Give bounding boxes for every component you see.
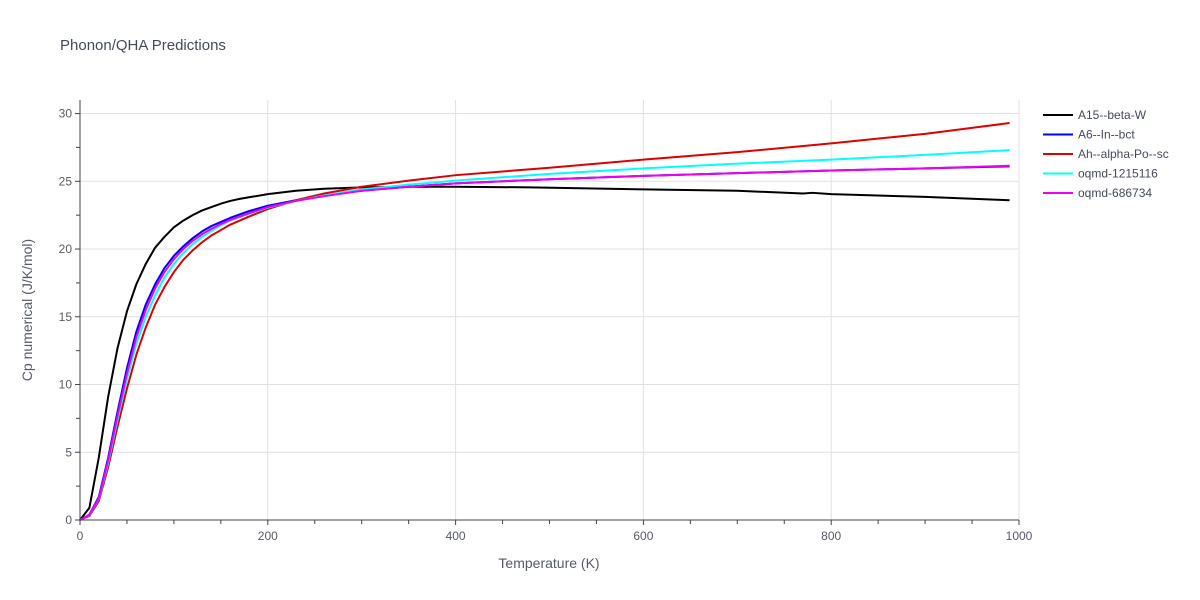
y-tick-label: 30 [59, 107, 73, 121]
x-tick-label: 200 [258, 529, 278, 543]
legend[interactable]: A15--beta-W A6--In--bct Ah--alpha-Po--sc oq… [1043, 108, 1169, 200]
legend-item[interactable]: oqmd-686734 [1043, 186, 1152, 200]
x-tick-label: 0 [77, 529, 84, 543]
legend-label: oqmd-686734 [1078, 186, 1152, 200]
x-axis-title: Temperature (K) [498, 555, 599, 571]
legend-item[interactable]: oqmd-1215116 [1043, 167, 1158, 181]
x-tick-label: 800 [821, 529, 841, 543]
axes: 0 200 400 600 800 1000 0 5 10 15 20 25 30 [59, 100, 1033, 543]
series-line-Ah--alpha-Po--sc[interactable] [79, 122, 1010, 521]
series-line-oqmd-686734[interactable] [79, 164, 1010, 521]
grid [80, 100, 1020, 520]
legend-label: A15--beta-W [1078, 108, 1147, 122]
x-tick-label: 1000 [1006, 529, 1033, 543]
legend-item[interactable]: A6--In--bct [1043, 128, 1135, 142]
y-tick-label: 20 [59, 242, 73, 256]
legend-label: Ah--alpha-Po--sc [1078, 147, 1169, 161]
y-tick-label: 0 [65, 513, 72, 527]
y-tick-label: 10 [59, 378, 73, 392]
legend-item[interactable]: A15--beta-W [1043, 108, 1147, 122]
y-tick-label: 25 [59, 174, 73, 188]
chart-title: Phonon/QHA Predictions [60, 37, 226, 54]
series-line-A15--beta-W[interactable] [79, 185, 1010, 521]
series-line-A6--In--bct[interactable] [79, 165, 1010, 521]
series-line-oqmd-1215116[interactable] [79, 149, 1010, 521]
x-tick-label: 600 [633, 529, 653, 543]
plot-area[interactable] [79, 122, 1010, 521]
legend-label: oqmd-1215116 [1078, 167, 1158, 181]
y-axis-title: Cp numerical (J/K/mol) [19, 239, 35, 381]
y-tick-label: 15 [59, 310, 73, 324]
legend-label: A6--In--bct [1078, 128, 1135, 142]
y-tick-label: 5 [65, 445, 72, 459]
legend-item[interactable]: Ah--alpha-Po--sc [1043, 147, 1169, 161]
x-tick-label: 400 [446, 529, 466, 543]
